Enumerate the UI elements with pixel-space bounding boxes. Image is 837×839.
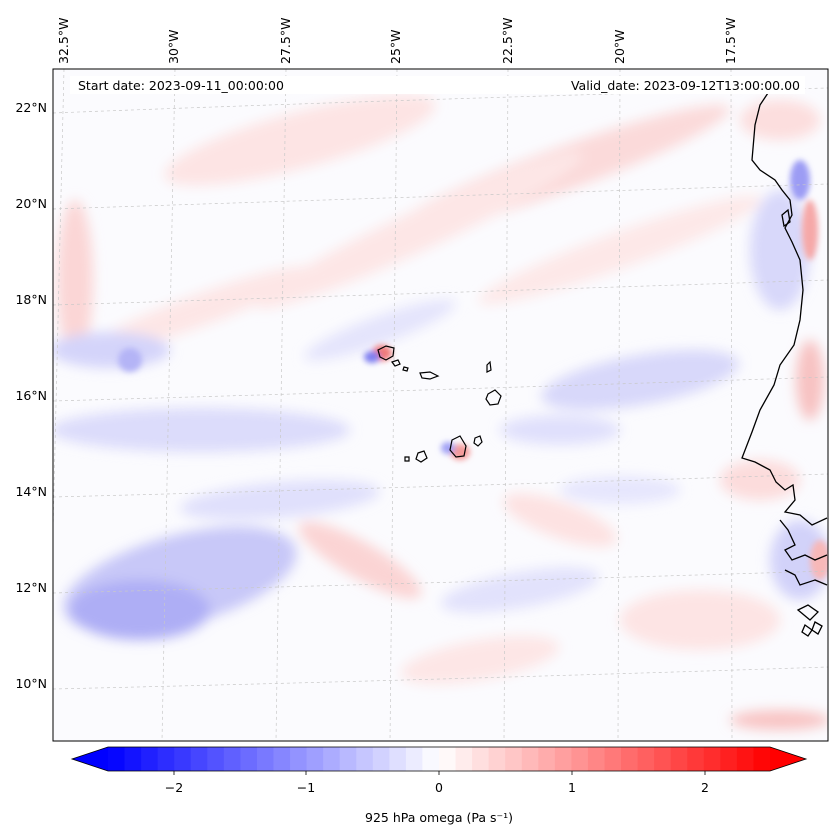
colorbar-segment (753, 747, 771, 771)
colorbar-segment (339, 747, 357, 771)
coastline (741, 89, 828, 637)
colorbar-segment (488, 747, 506, 771)
lat-label: 12°N (15, 580, 47, 595)
colorbar-tick-label: 0 (435, 780, 443, 795)
colorbar-segment (141, 747, 159, 771)
map-border (52, 68, 829, 742)
colorbar-segment (554, 747, 572, 771)
colorbar-segment (521, 747, 539, 771)
omega-shading (53, 94, 828, 730)
colorbar-segment (654, 747, 672, 771)
colorbar-segment (687, 747, 705, 771)
lon-label: 17.5°W (723, 18, 738, 64)
colorbar-tick-label: 2 (701, 780, 709, 795)
lon-label: 22.5°W (500, 18, 515, 64)
colorbar-segment (670, 747, 688, 771)
colorbar-segment (389, 747, 407, 771)
lat-label: 22°N (15, 100, 47, 115)
colorbar-segment (223, 747, 241, 771)
colorbar-segment (587, 747, 605, 771)
lon-label: 30°W (166, 29, 181, 64)
lat-label: 16°N (15, 388, 47, 403)
colorbar-segment (637, 747, 655, 771)
lon-label: 20°W (612, 29, 627, 64)
colorbar-label: 925 hPa omega (Pa s⁻¹) (365, 810, 513, 825)
colorbar-tick-label: −1 (297, 780, 315, 795)
latitude-labels: 22°N 20°N 18°N 16°N 14°N 12°N 10°N (15, 100, 47, 691)
lat-label: 20°N (15, 196, 47, 211)
colorbar-segment (356, 747, 374, 771)
colorbar-high-extend (770, 747, 806, 771)
lon-label: 32.5°W (56, 18, 71, 64)
cape-verde-islands (377, 345, 502, 463)
colorbar-low-extend (72, 747, 108, 771)
colorbar: −2 −1 0 1 2 925 hPa omega (Pa s⁻¹) (70, 746, 808, 825)
omega-field (53, 69, 828, 741)
lon-label: 25°W (388, 29, 403, 64)
colorbar-segment (455, 747, 473, 771)
colorbar-segment (306, 747, 324, 771)
colorbar-segment (604, 747, 622, 771)
colorbar-tick-label: −2 (165, 780, 183, 795)
lat-label: 14°N (15, 484, 47, 499)
colorbar-segment (538, 747, 556, 771)
colorbar-segments (108, 747, 771, 771)
longitude-labels: 32.5°W 30°W 27.5°W 25°W 22.5°W 20°W 17.5… (56, 18, 738, 64)
colorbar-segment (256, 747, 274, 771)
colorbar-segment (190, 747, 208, 771)
colorbar-segment (505, 747, 523, 771)
lat-label: 18°N (15, 292, 47, 307)
lon-label: 27.5°W (278, 18, 293, 64)
colorbar-segment (621, 747, 639, 771)
colorbar-segment (174, 747, 192, 771)
colorbar-segment (472, 747, 490, 771)
lat-label: 10°N (15, 676, 47, 691)
colorbar-segment (422, 747, 440, 771)
colorbar-segment (108, 747, 126, 771)
colorbar-segment (439, 747, 457, 771)
valid-date-label: Valid_date: 2023-09-12T13:00:00.00 (571, 78, 800, 93)
colorbar-segment (323, 747, 341, 771)
colorbar-segment (405, 747, 423, 771)
colorbar-segment (372, 747, 390, 771)
colorbar-segment (124, 747, 142, 771)
colorbar-segment (157, 747, 175, 771)
colorbar-segment (571, 747, 589, 771)
colorbar-outline (70, 746, 808, 772)
colorbar-tick-label: 1 (568, 780, 576, 795)
header-bar (70, 76, 805, 94)
colorbar-ticks (173, 771, 706, 775)
colorbar-segment (720, 747, 738, 771)
gridlines (53, 69, 828, 741)
colorbar-segment (736, 747, 754, 771)
colorbar-segment (240, 747, 258, 771)
colorbar-segment (207, 747, 225, 771)
colorbar-segment (290, 747, 308, 771)
colorbar-segment (273, 747, 291, 771)
colorbar-segment (703, 747, 721, 771)
start-date-label: Start date: 2023-09-11_00:00:00 (78, 78, 284, 93)
